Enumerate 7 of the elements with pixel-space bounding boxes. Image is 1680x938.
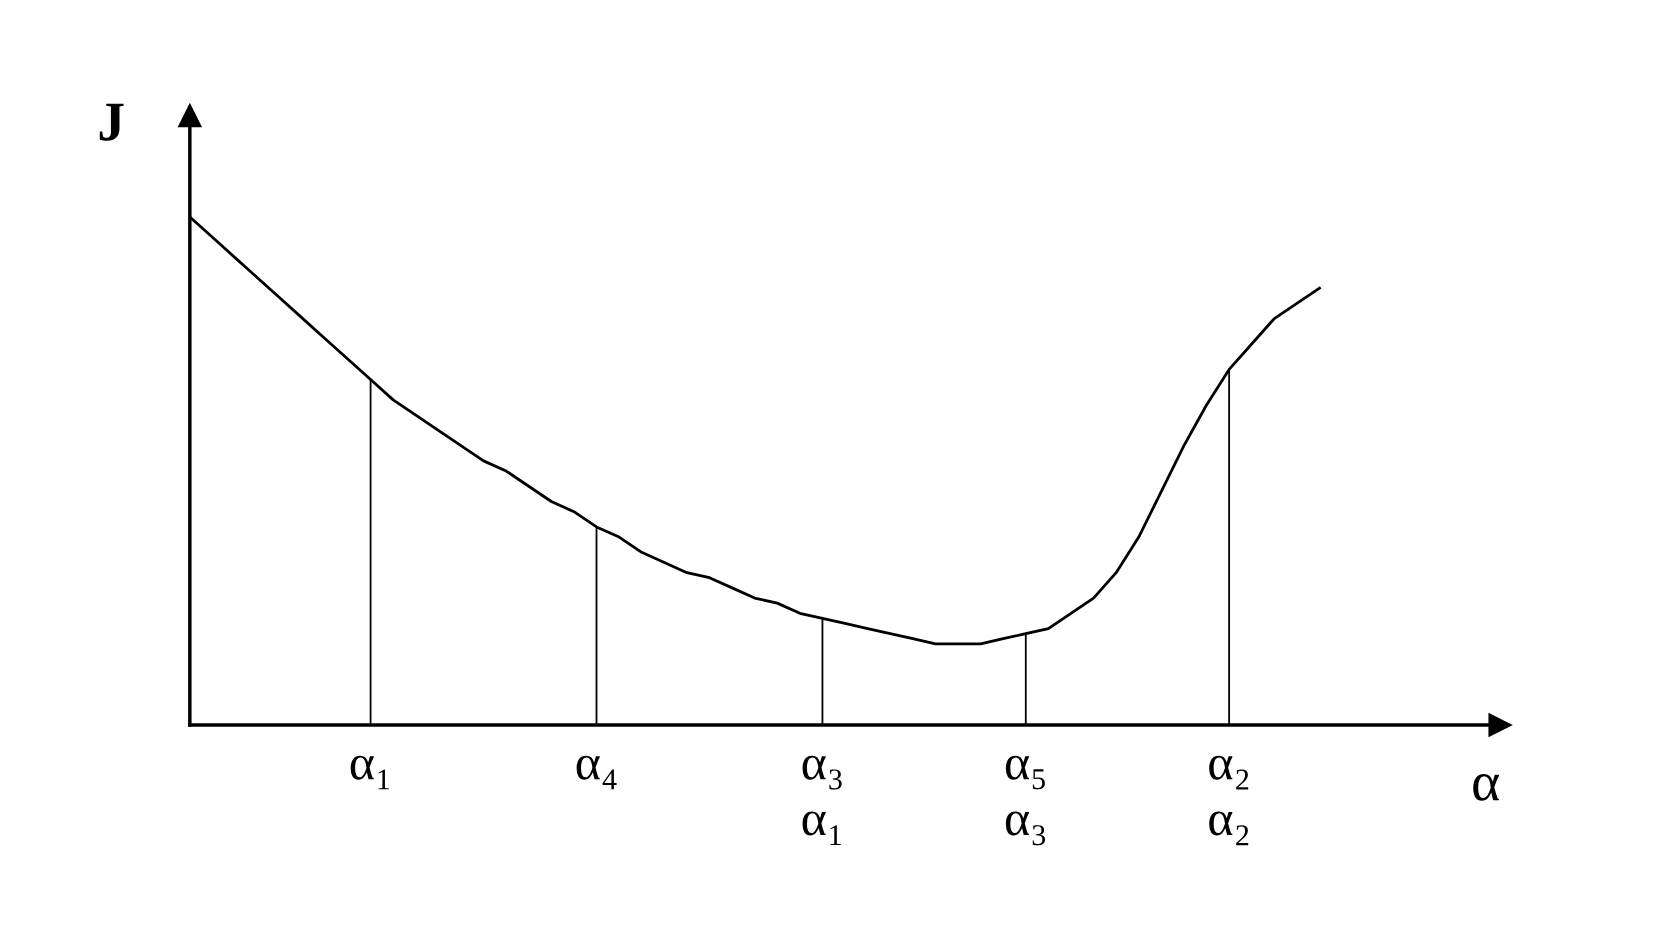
x-tick-label: α₄ — [576, 755, 617, 790]
x-axis-title: α — [1473, 774, 1499, 801]
x-tick-label: α₅ α₃ — [1005, 755, 1046, 846]
y-axis-title: J — [99, 103, 124, 141]
x-tick-label: α₁ — [350, 755, 389, 790]
x-tick-label: α₂ α₂ — [1209, 755, 1249, 846]
x-tick-label: α₃ α₁ — [802, 755, 842, 845]
